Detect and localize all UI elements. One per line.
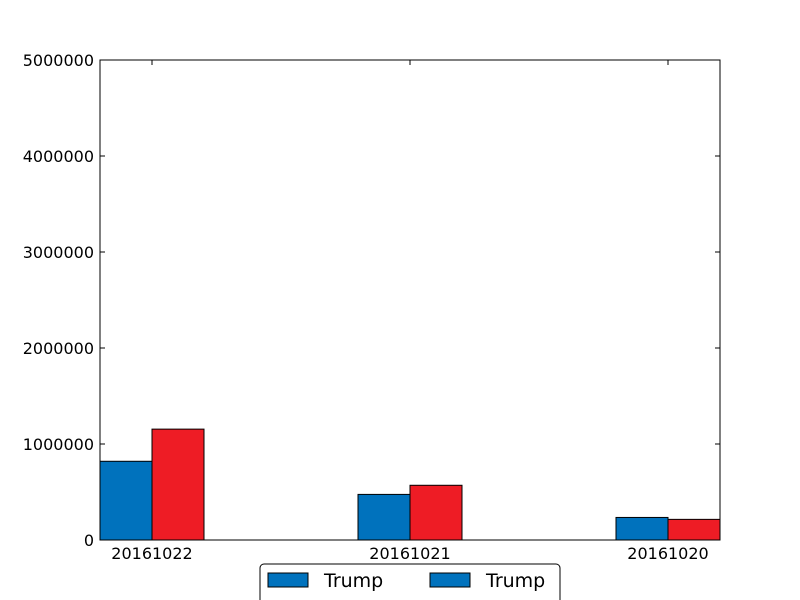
x-tick-label: 20161022	[111, 544, 192, 563]
legend-label: Trump	[323, 570, 383, 592]
x-tick-label: 20161020	[627, 544, 708, 563]
x-tick-label: 20161021	[369, 544, 450, 563]
x-axis: 20161022 20161021 20161020	[111, 60, 709, 563]
y-tick-label: 2000000	[23, 339, 94, 358]
bar	[615, 516, 669, 541]
legend-label: Trump	[485, 570, 545, 592]
y-tick-label: 5000000	[23, 51, 94, 70]
y-tick-label: 0	[84, 531, 94, 550]
legend-swatch	[429, 572, 471, 588]
y-tick-label: 3000000	[23, 243, 94, 262]
y-tick-label: 1000000	[23, 435, 94, 454]
bar	[667, 518, 721, 541]
bar	[99, 460, 153, 541]
legend: Trump Trump	[259, 563, 561, 600]
bar	[151, 428, 205, 541]
legend-box	[259, 563, 561, 600]
legend-swatch	[267, 572, 309, 588]
bar	[409, 484, 463, 541]
y-tick-label: 4000000	[23, 147, 94, 166]
y-axis: 0 1000000 2000000 3000000 4000000 5000000	[23, 51, 720, 550]
bar	[357, 493, 411, 541]
bars-group	[99, 428, 721, 541]
